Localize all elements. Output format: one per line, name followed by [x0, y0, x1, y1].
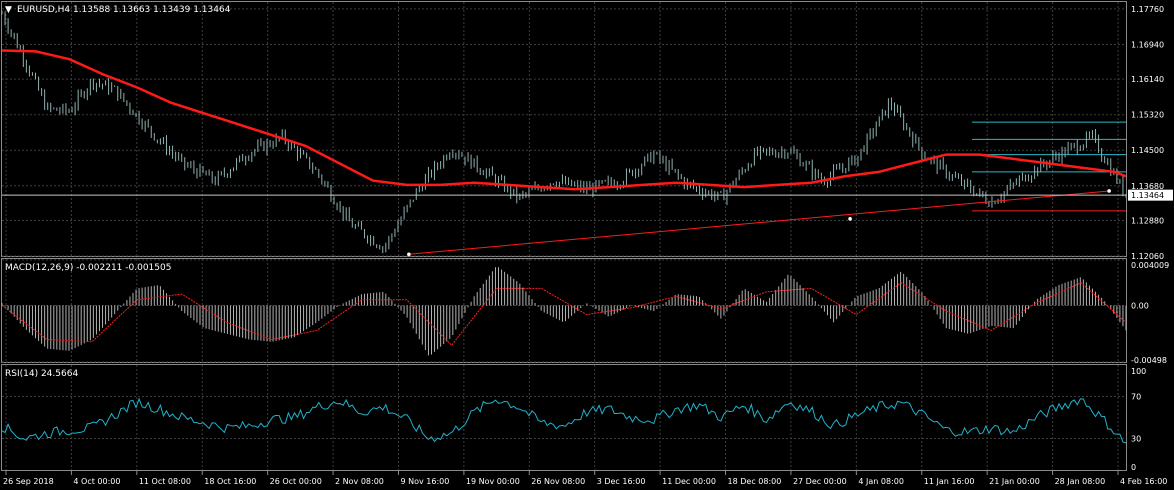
price-title: EURUSD,H4 1.13588 1.13663 1.13439 1.1346… [17, 5, 231, 15]
y-tick-label: 1.17760 [1131, 5, 1164, 14]
y-tick-label: 0.004009 [1131, 261, 1169, 270]
x-tick-label: 9 Nov 16:00 [400, 477, 449, 486]
moving-average-line [1, 49, 1127, 191]
x-tick-label: 27 Dec 00:00 [793, 477, 847, 486]
x-tick-label: 2 Nov 08:00 [335, 477, 384, 486]
y-tick-label: -0.00498 [1131, 356, 1167, 365]
x-tick-label: 19 Nov 00:00 [466, 477, 520, 486]
y-tick-label: 100 [1131, 367, 1146, 376]
channel-lines [972, 121, 1126, 212]
x-tick-label: 3 Dec 16:00 [597, 477, 646, 486]
trendline [408, 190, 1110, 255]
y-tick-label: 1.16140 [1131, 75, 1164, 84]
x-tick-label: 11 Oct 08:00 [139, 477, 191, 486]
rsi-title: RSI(14) 24.5664 [5, 369, 78, 379]
x-tick-label: 21 Jan 00:00 [989, 477, 1040, 486]
x-tick-label: 4 Oct 00:00 [73, 477, 120, 486]
rsi-panel [1, 364, 1127, 471]
x-axis-labels: 26 Sep 2018 4 Oct 00:00 11 Oct 08:00 18 Oct… [3, 471, 1167, 486]
y-tick-label: 70 [1131, 393, 1141, 402]
y-tick-label: 1.15320 [1131, 111, 1164, 120]
y-axis-labels: 1.17760 1.16940 1.16140 1.15320 1.14500 1.136… [1131, 5, 1169, 472]
x-tick-label: 11 Dec 00:00 [662, 477, 716, 486]
y-tick-label: 30 [1131, 435, 1141, 444]
macd-signal-line [1, 282, 1127, 346]
x-tick-label: 26 Sep 2018 [3, 477, 54, 486]
rsi-line [1, 397, 1127, 444]
grid [2, 2, 1126, 470]
x-tick-label: 28 Jan 08:00 [1055, 477, 1106, 486]
y-tick-label: 1.13680 [1131, 182, 1164, 191]
price-tag [1128, 189, 1173, 201]
x-tick-label: 18 Dec 08:00 [728, 477, 782, 486]
y-tick-label: 1.14500 [1131, 146, 1164, 155]
x-tick-label: 26 Nov 08:00 [531, 477, 585, 486]
y-tick-label: 0 [1131, 463, 1136, 472]
x-tick-label: 11 Jan 16:00 [924, 477, 975, 486]
trendline-anchor [407, 252, 411, 257]
y-tick-label: 1.12880 [1131, 216, 1164, 225]
price-candles [1, 10, 1127, 254]
x-tick-label: 26 Oct 00:00 [270, 477, 322, 486]
y-tick-label: 1.16940 [1131, 40, 1164, 49]
y-tick-label: 0.00 [1131, 301, 1149, 310]
menu-triangle-icon[interactable]: ▼ [5, 5, 12, 15]
trendline-anchor [848, 217, 852, 221]
x-tick-label: 18 Oct 16:00 [204, 477, 256, 486]
x-tick-label: 4 Feb 16:00 [1120, 477, 1167, 486]
macd-title: MACD(12,26,9) -0.002211 -0.001505 [5, 263, 171, 273]
macd-histogram [1, 267, 1127, 356]
y-tick-label: 1.12060 [1131, 252, 1164, 261]
x-tick-label: 4 Jan 08:00 [858, 477, 904, 486]
current-price-label: 1.13464 [1131, 191, 1164, 200]
trendline-anchor [1107, 189, 1111, 193]
